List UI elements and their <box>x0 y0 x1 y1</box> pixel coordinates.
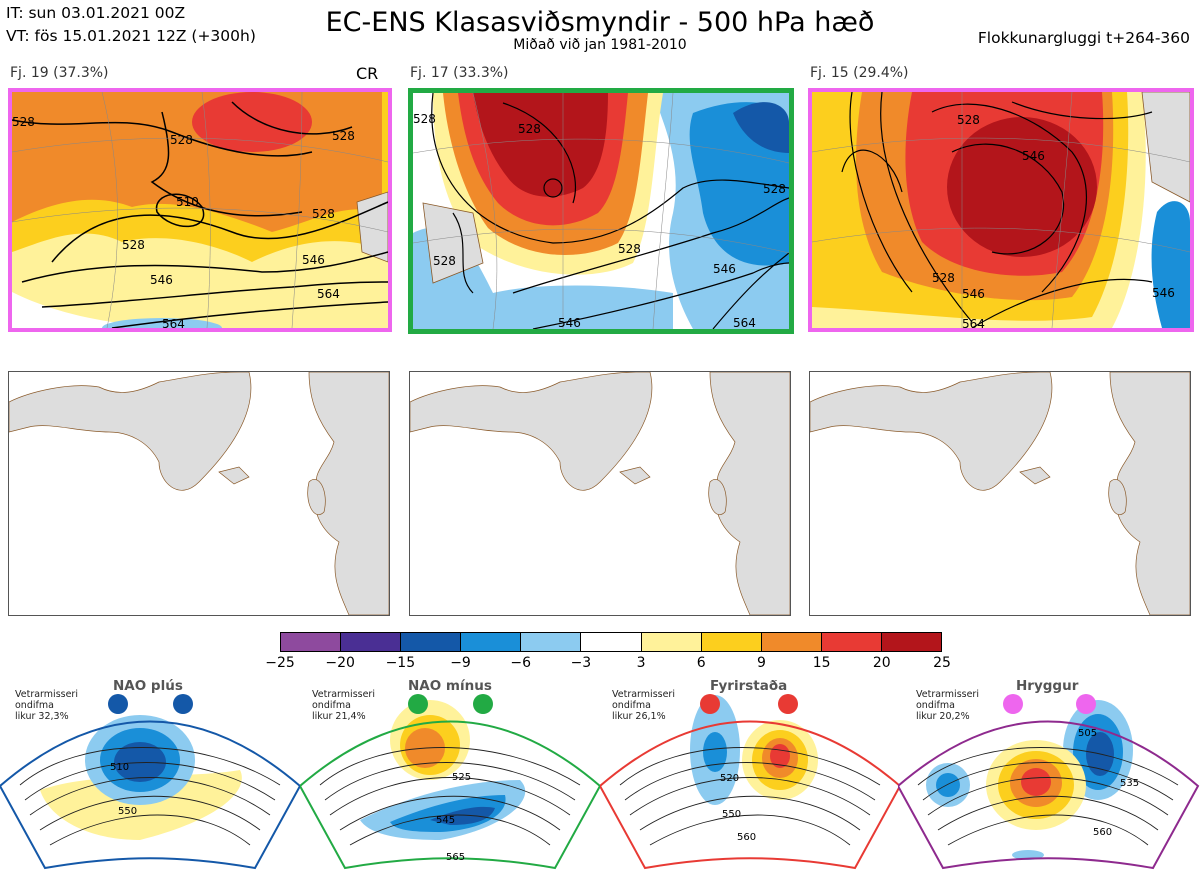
colorbar-segment <box>461 633 522 651</box>
contour-label: 528 <box>12 115 35 129</box>
contour-label: 550 <box>118 806 137 817</box>
cluster-map-3[interactable]: 528 546 528 546 564 546 <box>808 88 1194 332</box>
page-subtitle: Miðað við jan 1981-2010 <box>513 37 687 53</box>
contour-label: 528 <box>312 207 335 221</box>
contour-label: 525 <box>452 772 471 783</box>
contour-label: 546 <box>558 316 581 329</box>
cluster-map-2-plot: 528 528 528 528 528 546 546 564 <box>413 93 789 329</box>
contour-label: 546 <box>713 262 736 276</box>
colorbar-tick-label: −9 <box>450 655 471 671</box>
contour-label: 528 <box>122 238 145 252</box>
classification-window: Flokkunargluggi t+264-360 <box>977 29 1190 47</box>
colorbar-tick-label: 9 <box>756 655 766 671</box>
regime-3-map[interactable]: 520 550 560 <box>600 690 902 870</box>
contour-label: 565 <box>446 852 465 863</box>
colorbar-segment <box>821 633 882 651</box>
contour-label: 550 <box>722 809 741 820</box>
blank-map-1 <box>8 371 390 616</box>
cluster-map-2[interactable]: 528 528 528 528 528 546 546 564 <box>408 88 794 334</box>
contour-label: 564 <box>317 287 340 301</box>
contour-label: 510 <box>176 195 199 209</box>
contour-label: 528 <box>332 129 355 143</box>
colorbar <box>280 632 942 652</box>
colorbar-segment <box>641 633 702 651</box>
regime-4-note: Vetrarmisseri ondifma likur 20,2% <box>916 689 979 722</box>
contour-label: 528 <box>618 242 641 256</box>
colorbar-segment <box>281 633 342 651</box>
regime-2-map[interactable]: 525 545 565 <box>300 690 602 870</box>
contour-label: 546 <box>1022 149 1045 163</box>
blank-map-3 <box>809 371 1191 616</box>
contour-label: 546 <box>302 253 325 267</box>
contour-label: 528 <box>413 112 436 126</box>
colorbar-tick-label: 6 <box>696 655 706 671</box>
contour-label: 510 <box>110 762 129 773</box>
colorbar-tick-label: −15 <box>385 655 416 671</box>
panel-1-label: Fj. 19 (37.3%) <box>10 65 109 81</box>
land-outline <box>9 372 389 615</box>
panel-2-label: Fj. 17 (33.3%) <box>410 65 509 81</box>
colorbar-tick-label: 15 <box>812 655 831 671</box>
regime-4-map[interactable]: 505 535 560 <box>898 690 1200 870</box>
panel-1-tag: CR <box>356 64 379 83</box>
contour-label: 528 <box>932 271 955 285</box>
contour-label: 546 <box>1152 286 1175 300</box>
contour-label: 546 <box>962 287 985 301</box>
colorbar-tick-label: −25 <box>265 655 295 671</box>
contour-label: 528 <box>518 122 541 136</box>
contour-label: 560 <box>737 832 756 843</box>
valid-time: VT: fös 15.01.2021 12Z (+300h) <box>6 27 256 45</box>
regime-4-name: Hryggur <box>1016 678 1079 694</box>
contour-label: 564 <box>733 316 756 329</box>
regime-3-name: Fyrirstaða <box>710 678 788 694</box>
cluster-map-3-plot: 528 546 528 546 564 546 <box>812 92 1190 328</box>
contour-label: 535 <box>1120 778 1139 789</box>
colorbar-segment <box>761 633 822 651</box>
colorbar-segment <box>341 633 402 651</box>
land-outline <box>410 372 790 615</box>
colorbar-segment <box>881 633 942 651</box>
regime-2-note: Vetrarmisseri ondifma likur 21,4% <box>312 689 375 722</box>
colorbar-tick-label: −20 <box>325 655 355 671</box>
regime-1-note: Vetrarmisseri ondifma likur 32,3% <box>15 689 78 722</box>
contour-label: 528 <box>957 113 980 127</box>
regime-1-name: NAO plús <box>113 678 183 694</box>
regime-1-map[interactable]: 510 550 <box>0 690 302 870</box>
regime-row: Vetrarmisseri ondifma likur 32,3% NAO pl… <box>0 676 1200 871</box>
contour-label: 546 <box>150 273 173 287</box>
contour-label: 560 <box>1093 827 1112 838</box>
blank-map-2 <box>409 371 791 616</box>
colorbar-ticks: −25 −20 −15 −9 −6 −3 3 6 9 15 20 25 <box>262 655 962 675</box>
regime-2-name: NAO mínus <box>408 678 492 694</box>
colorbar-segment <box>581 633 642 651</box>
contour-label: 528 <box>433 254 456 268</box>
contour-label: 528 <box>763 182 786 196</box>
colorbar-tick-label: 20 <box>872 655 891 671</box>
land-outline <box>810 372 1190 615</box>
regime-3-note: Vetrarmisseri ondifma likur 26,1% <box>612 689 675 722</box>
initial-time: IT: sun 03.01.2021 00Z <box>6 4 186 22</box>
contour-label: 564 <box>162 317 185 328</box>
page-title: EC-ENS Klasasviðsmyndir - 500 hPa hæð <box>325 7 875 38</box>
contour-label: 505 <box>1078 728 1097 739</box>
colorbar-segment <box>701 633 762 651</box>
colorbar-segment <box>521 633 582 651</box>
cluster-map-1[interactable]: 528 528 528 510 528 546 564 564 546 528 <box>8 88 392 332</box>
cluster-map-1-plot: 528 528 528 510 528 546 564 564 546 528 <box>12 92 388 328</box>
colorbar-tick-label: 25 <box>933 655 951 671</box>
contour-label: 520 <box>720 773 739 784</box>
contour-label: 545 <box>436 815 455 826</box>
colorbar-tick-label: −6 <box>510 655 532 671</box>
colorbar-segment <box>401 633 462 651</box>
colorbar-tick-label: −3 <box>570 655 592 671</box>
colorbar-tick-label: 3 <box>636 655 646 671</box>
panel-3-label: Fj. 15 (29.4%) <box>810 65 909 81</box>
contour-label: 564 <box>962 317 985 328</box>
contour-label: 528 <box>170 133 193 147</box>
